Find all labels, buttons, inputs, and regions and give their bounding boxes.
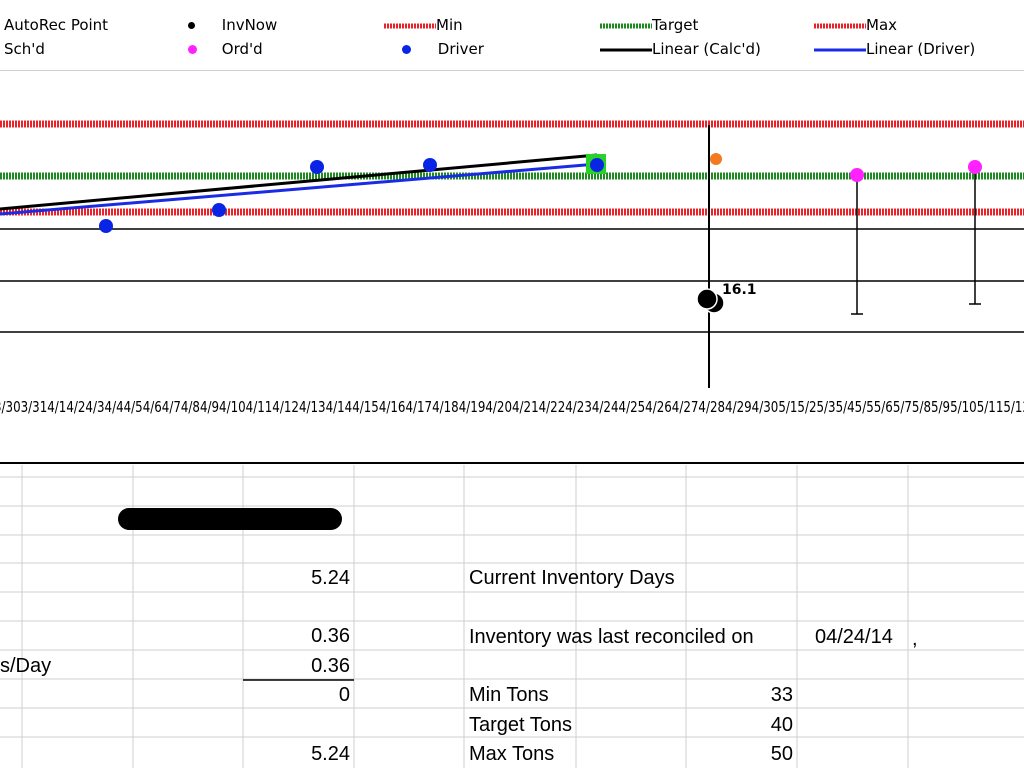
legend-label: Sch'd — [4, 40, 45, 58]
blue-dot-icon — [402, 45, 411, 54]
ordered-point — [850, 168, 864, 182]
black-line-icon — [600, 48, 652, 51]
cell-value[interactable]: 0 — [338, 684, 350, 706]
cell-min-tons-label[interactable]: Min Tons — [469, 684, 549, 706]
trend-line-driver — [0, 162, 598, 216]
cell-value[interactable]: 0.36 — [311, 655, 350, 677]
cell-partial-label[interactable]: s/Day — [0, 655, 52, 677]
cell-current-inventory-days-label[interactable]: Current Inventory Days — [469, 567, 675, 589]
legend-item-linear-driver: Linear (Driver) — [814, 40, 975, 58]
invnow-point — [696, 288, 718, 310]
legend-label: AutoRec Point — [4, 16, 109, 34]
cell-target-tons-label[interactable]: Target Tons — [469, 714, 573, 736]
cell-comma[interactable]: , — [912, 628, 918, 650]
legend-item-invnow: InvNow — [188, 16, 277, 34]
cell-value[interactable]: 5.24 — [311, 743, 350, 765]
legend-label: Min — [436, 16, 463, 34]
legend-label: Driver — [437, 40, 484, 58]
legend-item-autorec: AutoRec Point — [4, 16, 108, 34]
cell-min-tons-value[interactable]: 33 — [770, 684, 793, 706]
legend-label: Linear (Calc'd) — [652, 40, 761, 58]
black-dot-icon — [188, 22, 195, 29]
cell-value[interactable]: 0.36 — [311, 625, 350, 647]
invnow-annotation: 16.1 — [722, 282, 757, 298]
legend-item-schd: Sch'd — [4, 40, 45, 58]
ordered-point — [968, 160, 982, 174]
legend-item-target: Target — [600, 16, 698, 34]
driver-point — [212, 203, 226, 217]
legend-item-linear-calcd: Linear (Calc'd) — [600, 40, 761, 58]
legend-label: Linear (Driver) — [866, 40, 976, 58]
red-dotted-line-icon — [384, 23, 436, 28]
x-axis-tick-labels: 3/303/314/14/24/34/44/54/64/74/84/94/104… — [0, 398, 1024, 416]
autorec-point — [710, 153, 722, 165]
blue-line-icon — [814, 48, 866, 51]
legend-label: InvNow — [221, 16, 278, 34]
driver-point — [590, 158, 604, 172]
legend-item-driver: Driver — [402, 40, 484, 58]
legend-item-ordd: Ord'd — [188, 40, 263, 58]
legend-label: Target — [652, 16, 699, 34]
legend-label: Ord'd — [221, 40, 263, 58]
driver-point — [310, 160, 324, 174]
redacted-header — [118, 508, 342, 530]
cell-target-tons-value[interactable]: 40 — [770, 714, 793, 736]
chart-legend: AutoRec Point InvNow Min Target Max Sch'… — [0, 0, 1024, 71]
inventory-chart: 16.1 3/303/314/14/24/34/44/54/64/74/84/9… — [0, 120, 1024, 464]
cell-max-tons-value[interactable]: 50 — [770, 743, 793, 765]
driver-point — [99, 219, 113, 233]
cell-days-value[interactable]: 5.24 — [311, 567, 350, 589]
trend-line-calcd — [0, 153, 598, 211]
cell-max-tons-label[interactable]: Max Tons — [469, 743, 555, 765]
red-dotted-line-icon — [814, 23, 866, 28]
legend-item-max: Max — [814, 16, 897, 34]
green-dotted-line-icon — [600, 23, 652, 28]
cell-last-reconciled-label[interactable]: Inventory was last reconciled on — [469, 626, 754, 648]
legend-item-min: Min — [384, 16, 463, 34]
cell-last-reconciled-date[interactable]: 04/24/14 — [815, 626, 893, 648]
legend-label: Max — [866, 16, 898, 34]
magenta-dot-icon — [188, 45, 197, 54]
driver-point — [423, 158, 437, 172]
